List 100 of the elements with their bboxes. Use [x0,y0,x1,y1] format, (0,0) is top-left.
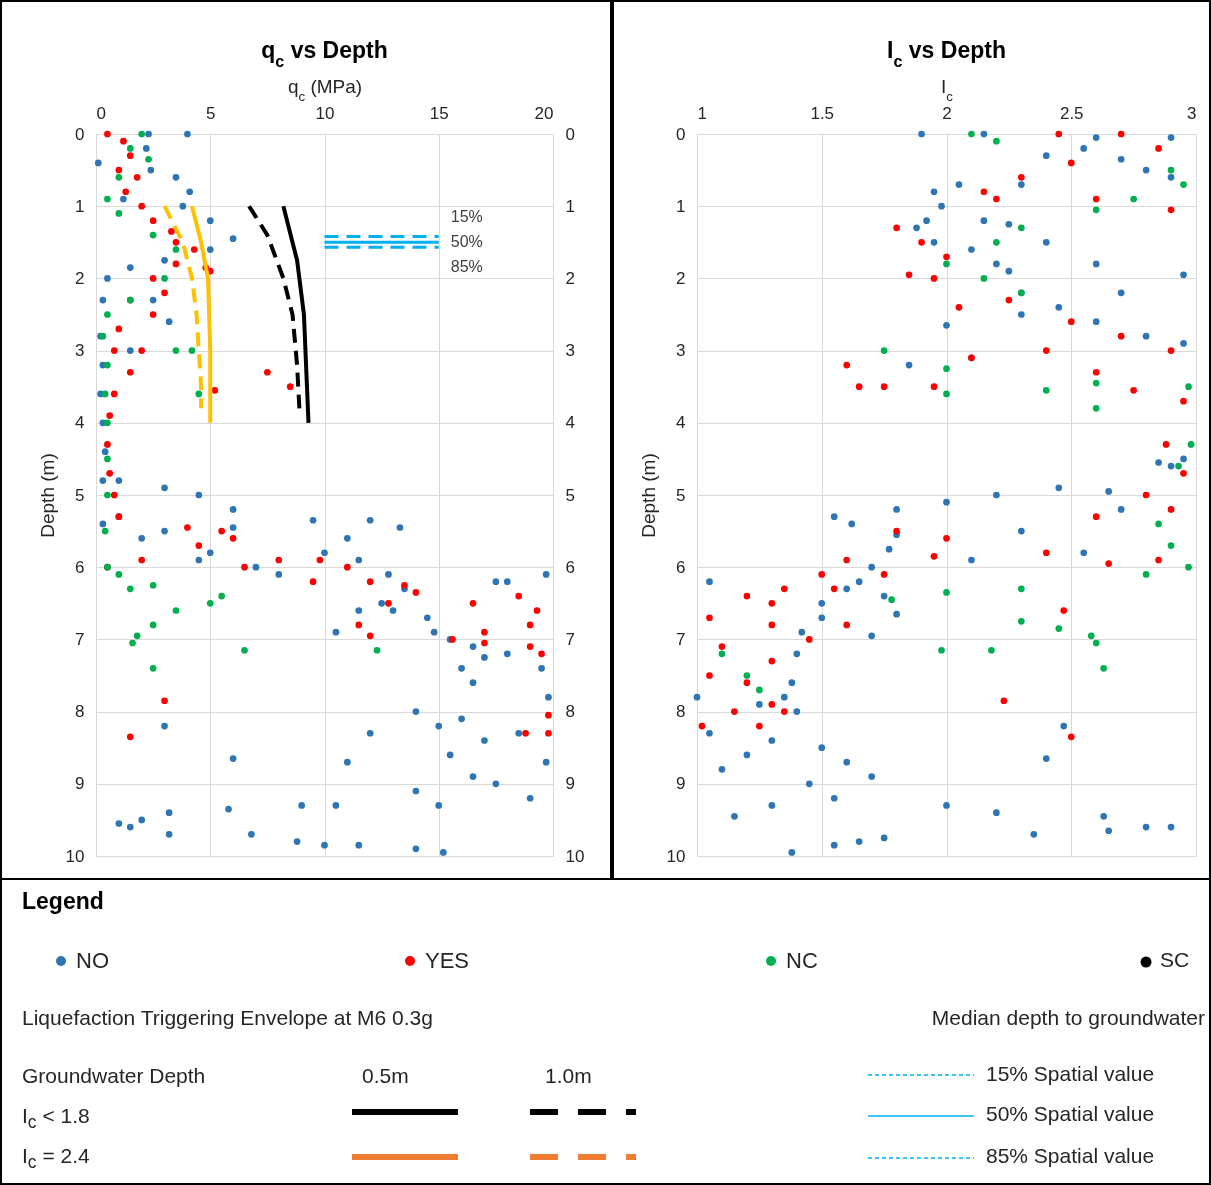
point [718,650,726,658]
point [943,365,950,372]
y2-tick-label: 10 [565,846,585,866]
x-tick-label: 15 [429,103,449,123]
point [188,347,196,354]
x-tick-label: 0 [96,103,106,123]
chart-title: q$_{c}$ vs Depth [261,37,388,70]
point [172,246,180,253]
x-tick-label: 1.5 [810,103,835,123]
y-tick-label: 3 [676,341,686,361]
point [1130,195,1137,203]
y-tick-label: 3 [75,341,85,361]
point [993,137,1000,145]
y-tick-label: 8 [75,702,85,722]
y-tick-label: 6 [676,557,686,577]
legend-label: NO [76,948,109,973]
y2-tick-label: 6 [565,557,575,577]
point [149,231,157,239]
x-tick-label: 1 [697,103,707,123]
y-tick-label: 7 [75,629,85,649]
text: I$_{c}$ = 2.4 [22,1144,90,1174]
y-tick-label: 1 [676,196,686,216]
point [1018,224,1025,232]
text: Liquefaction Triggering Envelope at M6 0.3g [22,1006,433,1030]
point [104,361,111,369]
point [145,155,152,163]
point [1167,166,1175,174]
point [149,581,157,589]
point [126,145,134,152]
point [1092,405,1100,412]
point [880,347,888,354]
point [172,347,180,354]
series-label: 85% [450,258,483,276]
point [138,130,146,138]
text: Median depth to groundwater [931,1006,1205,1030]
x-tick-label: 3 [1187,103,1197,123]
point [373,646,381,654]
point [104,419,111,427]
point [1185,563,1192,571]
chart-title: I$_{c}$ vs Depth [887,37,1006,70]
y-tick-label: 2 [676,268,686,288]
point [101,527,109,535]
point [172,607,180,614]
point [133,632,141,640]
point [1042,386,1050,394]
y-tick-label: 6 [75,557,85,577]
point [1100,664,1108,672]
point [149,621,157,629]
point [988,646,995,654]
point [115,571,123,578]
point [126,585,134,593]
y-tick-label: 8 [676,702,686,722]
point [195,390,203,398]
y-tick-label: 5 [676,485,686,505]
point [218,592,226,600]
y2-tick-label: 7 [565,629,575,649]
point [756,686,763,694]
line-series [281,204,311,425]
text: Groundwater Depth [22,1064,206,1088]
text: 85% Spatial value [986,1144,1155,1168]
text: Legend [22,888,104,915]
point [101,390,109,398]
point [161,275,168,282]
point [743,672,751,679]
y2-tick-label: 5 [565,485,575,505]
point [1155,520,1162,528]
series-label: 50% [450,233,483,251]
y2-tick-label: 0 [565,124,575,144]
point [206,599,214,607]
point [1175,462,1182,470]
legend-label: NC [786,948,818,973]
x-tick-label: 2.5 [1059,103,1084,123]
y2-tick-label: 1 [565,196,575,216]
y-tick-label: 7 [676,629,686,649]
text: SC [1160,948,1190,972]
point [1018,618,1025,625]
y-tick-label: 2 [75,268,85,288]
point [968,130,975,138]
text: 50% Spatial value [986,1102,1155,1126]
point [104,455,111,463]
point [1142,571,1150,578]
y-axis-title: Depth (m) [637,453,659,538]
point [104,311,111,318]
point [115,210,123,217]
line-series [162,204,204,411]
x-axis-title: I$_{c}$ [941,75,954,103]
y-tick-label: 4 [75,413,85,433]
y-axis-title: Depth (m) [36,453,58,538]
point [1087,632,1095,640]
text: 15% Spatial value [986,1062,1155,1086]
y-tick-label: 1 [75,196,85,216]
x-tick-label: 10 [315,103,335,123]
point [1092,639,1100,647]
y-tick-label: 9 [676,774,686,794]
point [943,390,950,398]
y-tick-label: 4 [676,413,686,433]
point [980,275,988,282]
x-tick-label: 20 [534,103,554,123]
point [1092,206,1100,214]
point [149,664,157,672]
